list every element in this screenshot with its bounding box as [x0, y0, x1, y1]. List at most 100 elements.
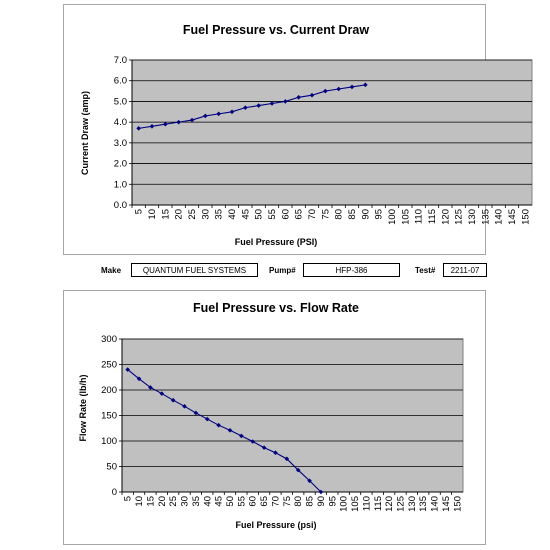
plot-area	[131, 59, 533, 206]
y-tick-label: 250	[101, 360, 117, 371]
data-point	[261, 445, 267, 450]
data-point	[203, 113, 208, 119]
test-field: 2211-07	[443, 263, 487, 277]
data-point	[283, 99, 288, 104]
x-tick-label: 75	[320, 209, 331, 220]
data-point	[296, 94, 301, 100]
make-field: QUANTUM FUEL SYSTEMS	[131, 263, 258, 277]
x-tick-label: 60	[280, 209, 291, 220]
data-point	[363, 82, 368, 88]
x-tick-label: 145	[441, 496, 452, 512]
x-tick-label: 70	[307, 209, 318, 220]
data-point	[307, 478, 312, 484]
y-tick-label: 200	[101, 385, 117, 396]
x-tick-label: 80	[293, 496, 304, 507]
data-point	[250, 439, 256, 444]
x-tick-label: 125	[395, 496, 406, 512]
x-tick-label: 50	[254, 209, 265, 220]
data-point	[309, 92, 315, 98]
data-point	[216, 111, 221, 117]
x-tick-label: 150	[452, 496, 463, 512]
y-axis-label: Flow Rate (lb/h)	[78, 375, 88, 442]
data-point	[336, 86, 341, 92]
y-axis-label: Current Draw (amp)	[80, 91, 90, 175]
data-point	[243, 105, 248, 110]
x-tick-label: 30	[200, 209, 211, 220]
data-point	[295, 467, 301, 473]
x-tick-label: 135	[418, 496, 429, 512]
data-point	[239, 433, 244, 439]
x-tick-label: 120	[384, 496, 395, 512]
x-tick-label: 120	[440, 209, 451, 225]
y-tick-label: 7.0	[114, 55, 127, 66]
pump-label: Pump#	[269, 266, 296, 275]
data-point	[227, 427, 233, 433]
data-point	[256, 103, 261, 108]
x-tick-label: 105	[400, 209, 411, 225]
x-tick-label: 130	[407, 496, 418, 512]
data-point	[269, 101, 275, 106]
x-tick-label: 90	[316, 496, 327, 507]
x-tick-label: 40	[202, 496, 213, 507]
x-tick-label: 135	[480, 209, 491, 225]
data-point	[284, 456, 290, 462]
x-tick-label: 15	[145, 496, 156, 507]
x-tick-label: 90	[360, 209, 371, 220]
x-tick-label: 45	[214, 496, 225, 507]
x-tick-label: 95	[327, 496, 338, 507]
data-point	[189, 117, 195, 123]
test-label: Test#	[415, 266, 436, 275]
y-tick-label: 0.0	[114, 200, 127, 211]
pump-field: HFP-386	[303, 263, 400, 277]
x-tick-label: 25	[187, 209, 198, 220]
y-tick-label: 150	[101, 411, 117, 422]
x-tick-label: 70	[270, 496, 281, 507]
x-tick-label: 85	[347, 209, 358, 220]
x-tick-label: 145	[507, 209, 518, 225]
data-point	[349, 84, 355, 90]
x-tick-label: 25	[168, 496, 179, 507]
x-tick-label: 10	[134, 496, 145, 507]
data-point	[216, 422, 221, 428]
y-tick-label: 300	[101, 334, 117, 345]
chart-title: Fuel Pressure vs. Current Draw	[183, 23, 369, 37]
x-axis-label: Fuel Pressure (psi)	[235, 520, 316, 530]
make-label: Make	[101, 266, 122, 275]
y-tick-label: 5.0	[114, 96, 127, 107]
x-tick-label: 35	[214, 209, 225, 220]
y-tick-label: 3.0	[114, 138, 127, 149]
x-tick-label: 45	[240, 209, 251, 220]
y-tick-label: 6.0	[114, 76, 127, 87]
data-point	[323, 88, 328, 94]
data-point	[149, 123, 155, 129]
x-tick-label: 105	[350, 496, 361, 512]
x-tick-label: 115	[427, 209, 438, 224]
x-tick-label: 20	[157, 496, 168, 507]
x-tick-label: 60	[248, 496, 259, 507]
x-tick-label: 80	[334, 209, 345, 220]
x-tick-label: 85	[305, 496, 316, 507]
x-tick-label: 55	[267, 209, 278, 220]
flow-rate-chart-frame: Fuel Pressure vs. Flow Rate Fuel Pressur…	[63, 290, 486, 545]
y-tick-label: 2.0	[114, 159, 127, 170]
data-point	[318, 489, 324, 495]
x-tick-label: 55	[236, 496, 247, 507]
x-tick-label: 5	[123, 496, 134, 501]
y-tick-label: 4.0	[114, 117, 127, 128]
x-tick-label: 15	[160, 209, 171, 220]
chart-title: Fuel Pressure vs. Flow Rate	[193, 301, 359, 315]
x-axis-label: Fuel Pressure (PSI)	[235, 237, 318, 247]
x-tick-label: 65	[294, 209, 305, 220]
x-tick-label: 140	[430, 496, 441, 512]
y-tick-label: 50	[106, 462, 117, 473]
x-tick-label: 35	[191, 496, 202, 507]
pump-info-row: Make QUANTUM FUEL SYSTEMS Pump# HFP-386 …	[0, 263, 550, 279]
x-tick-label: 140	[494, 209, 505, 225]
current-draw-chart: Fuel Pressure vs. Current Draw Fuel Pres…	[80, 23, 533, 247]
series-line	[138, 84, 366, 129]
x-tick-label: 65	[259, 496, 270, 507]
x-tick-label: 110	[361, 496, 372, 511]
series-line	[127, 369, 322, 493]
x-tick-label: 5	[134, 209, 145, 214]
x-tick-label: 95	[374, 209, 385, 220]
